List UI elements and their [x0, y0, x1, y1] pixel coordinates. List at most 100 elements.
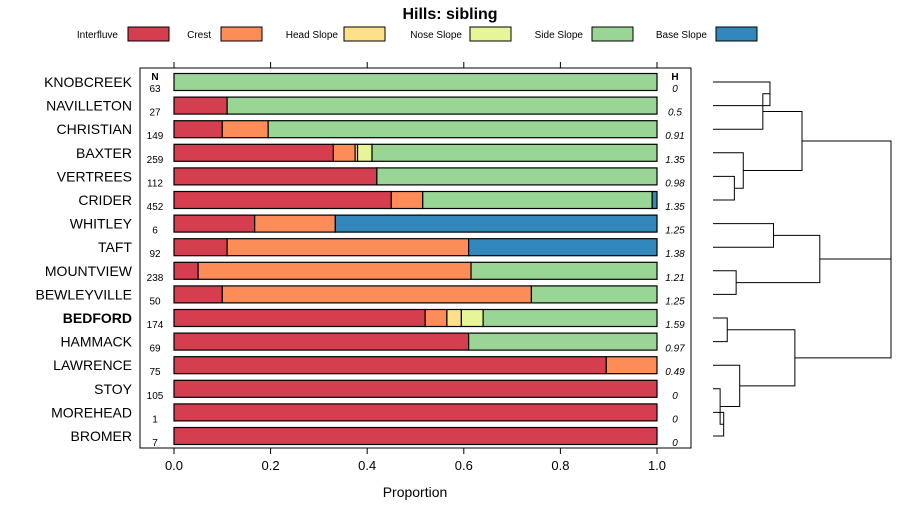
- h-value-crider: 1.35: [665, 202, 685, 213]
- n-header: N: [151, 72, 158, 83]
- bar-segment-baxter-crest: [332, 143, 356, 162]
- bar-segment-taft-interfluve: [173, 238, 228, 257]
- h-value-lawrence: 0.49: [665, 367, 685, 378]
- dendrogram-link-9: [713, 317, 728, 343]
- dendrogram-link-6: [713, 223, 775, 248]
- x-axis-label: Proportion: [383, 484, 448, 500]
- n-value-baxter: 259: [147, 155, 164, 166]
- row-label-knobcreek: KNOBCREEK: [44, 74, 133, 90]
- bar-segment-bedford-nose-slope: [460, 308, 484, 328]
- bar-segment-mountview-crest: [197, 261, 472, 280]
- bar-segment-mountview-interfluve: [173, 261, 199, 280]
- bar-segment-bedford-interfluve: [173, 308, 426, 328]
- row-label-hammack: HAMMACK: [60, 334, 132, 350]
- dendrogram-link-15: [802, 140, 892, 309]
- bar-segment-mountview-side-slope: [470, 261, 658, 280]
- legend-swatch-side-slope: [591, 26, 634, 42]
- bar-segment-knobcreek-side-slope: [173, 72, 658, 92]
- row-label-navilleton: NAVILLETON: [46, 98, 132, 114]
- bar-segment-bedford-head-slope: [446, 308, 462, 328]
- bar-segment-bewleyville-interfluve: [173, 285, 223, 304]
- h-value-christian: 0.91: [665, 131, 684, 142]
- n-value-navilleton: 27: [149, 108, 161, 119]
- n-value-mountview: 238: [147, 273, 164, 284]
- h-value-hammack: 0.97: [665, 344, 685, 355]
- legend-swatch-base-slope: [715, 26, 758, 42]
- x-tick-label-0: 0.0: [165, 458, 183, 473]
- bar-segment-hammack-side-slope: [468, 332, 658, 351]
- dendrogram-link-5: [743, 111, 803, 171]
- legend-label-interfluve: Interfluve: [77, 30, 119, 41]
- n-value-knobcreek: 63: [149, 84, 161, 95]
- n-value-stoy: 105: [147, 391, 164, 402]
- bar-segment-vertrees-interfluve: [173, 167, 378, 186]
- bar-segment-stoy-interfluve: [173, 379, 658, 398]
- legend-label-side-slope: Side Slope: [535, 30, 584, 41]
- dendrogram-link-14: [794, 258, 892, 359]
- x-tick-label-4: 0.8: [551, 458, 569, 473]
- dendrogram-link-8: [736, 234, 821, 284]
- bar-segment-taft-base-slope: [468, 238, 658, 257]
- legend-label-crest: Crest: [187, 30, 211, 41]
- h-value-stoy: 0: [672, 391, 678, 402]
- bar-segment-christian-crest: [221, 120, 269, 139]
- bar-segment-baxter-interfluve: [173, 143, 334, 162]
- n-value-whitley: 6: [152, 226, 158, 237]
- bar-segment-bedford-crest: [424, 308, 448, 328]
- h-header: H: [671, 72, 678, 83]
- row-label-crider: CRIDER: [78, 192, 132, 208]
- plot-frame: [139, 67, 692, 449]
- x-axis: 0.0 0.2 0.4 0.6 0.8 1.0: [165, 62, 666, 473]
- dendrogram-link-7: [713, 270, 737, 295]
- bar-segment-lawrence-interfluve: [173, 356, 607, 375]
- h-value-bewleyville: 1.25: [665, 296, 685, 307]
- dendrogram-link-3: [713, 175, 735, 201]
- h-value-navilleton: 0.5: [668, 108, 682, 119]
- bar-segment-whitley-crest: [254, 214, 336, 233]
- n-value-crider: 452: [147, 202, 164, 213]
- row-label-bedford: BEDFORD: [63, 310, 132, 326]
- h-value-bromer: 0: [672, 438, 678, 449]
- h-value-mountview: 1.21: [665, 273, 684, 284]
- legend-swatch-nose-slope: [469, 26, 512, 42]
- h-value-baxter: 1.35: [665, 155, 685, 166]
- legend-label-head-slope: Head Slope: [286, 30, 339, 41]
- row-label-bewleyville: BEWLEYVILLE: [36, 286, 133, 302]
- bar-segment-crider-base-slope: [651, 190, 658, 210]
- row-label-bromer: BROMER: [71, 428, 132, 444]
- legend: Interfluve Crest Head Slope Nose Slope Side …: [77, 26, 758, 42]
- n-value-taft: 92: [149, 249, 161, 260]
- bar-segment-whitley-base-slope: [334, 214, 658, 233]
- bar-segment-bewleyville-crest: [221, 285, 533, 304]
- n-value-christian: 149: [147, 131, 164, 142]
- h-value-bedford: 1.59: [665, 320, 685, 331]
- dendrogram-link-1: [713, 81, 771, 107]
- bar-segment-crider-side-slope: [422, 190, 653, 210]
- x-tick-label-1: 0.2: [262, 458, 280, 473]
- row-label-stoy: STOY: [94, 381, 133, 397]
- bar-segment-hammack-interfluve: [173, 332, 470, 351]
- dendrogram-link-13: [727, 329, 796, 387]
- chart-title: Hills: sibling: [402, 6, 497, 23]
- n-value-morehead: 1: [152, 414, 158, 425]
- bar-segment-bewleyville-side-slope: [530, 285, 658, 304]
- x-tick-label-3: 0.6: [455, 458, 473, 473]
- bar-segment-christian-side-slope: [267, 120, 658, 139]
- bar-segment-baxter-side-slope: [371, 143, 658, 162]
- bar-segment-vertrees-side-slope: [376, 167, 658, 186]
- legend-swatch-head-slope: [343, 26, 386, 42]
- legend-swatch-crest: [220, 26, 263, 42]
- bar-segment-bromer-interfluve: [173, 426, 658, 446]
- bar-segment-navilleton-side-slope: [226, 96, 658, 115]
- h-value-taft: 1.38: [665, 249, 685, 260]
- dendrogram: [713, 81, 892, 437]
- n-value-bedford: 174: [147, 320, 164, 331]
- h-value-knobcreek: 0: [672, 84, 678, 95]
- dendrogram-link-12: [713, 364, 741, 407]
- h-value-vertrees: 0.98: [665, 178, 685, 189]
- n-value-bromer: 7: [152, 438, 158, 449]
- bar-segment-crider-interfluve: [173, 190, 392, 210]
- row-label-mountview: MOUNTVIEW: [45, 263, 133, 279]
- bar-segment-bedford-side-slope: [482, 308, 658, 328]
